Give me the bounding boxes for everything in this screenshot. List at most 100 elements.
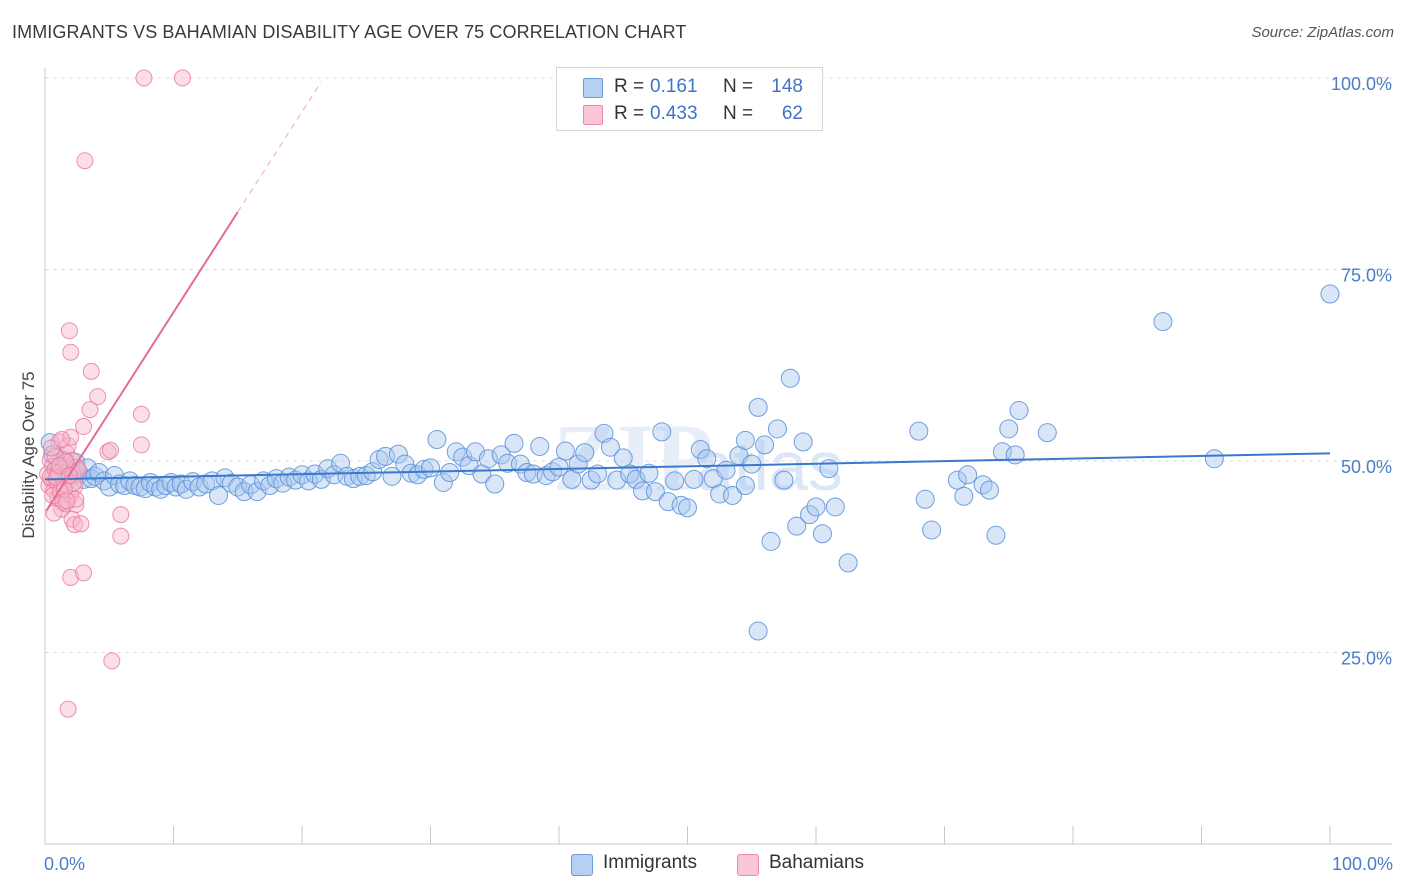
y-axis-label: Disability Age Over 75 — [19, 371, 38, 538]
bahamians-points — [39, 69, 191, 718]
immigrants-point — [613, 448, 633, 468]
bahamians-point — [72, 515, 90, 533]
bahamians-point — [60, 322, 78, 340]
bahamians-point — [99, 443, 117, 461]
immigrants-point — [735, 430, 755, 450]
bahamians-point — [102, 441, 120, 459]
grid-layer — [45, 77, 1392, 653]
immigrants-point — [735, 476, 755, 496]
immigrants-point — [658, 492, 678, 512]
bahamians-trend-extension — [237, 81, 322, 213]
source-label: Source: ZipAtlas.com — [1251, 24, 1394, 41]
immigrants-point — [716, 460, 736, 480]
immigrants-point — [247, 482, 267, 502]
immigrants-point — [530, 436, 550, 456]
immigrants-point — [761, 531, 781, 551]
immigrants-point — [1005, 445, 1025, 465]
immigrants-point — [909, 421, 929, 441]
immigrants-trend-line — [44, 452, 1331, 481]
immigrants-point — [812, 524, 832, 544]
bahamians-point — [62, 343, 80, 361]
trend-layer — [44, 81, 1331, 512]
bahamians-point — [132, 405, 150, 423]
bahamians-point — [53, 431, 71, 449]
bahamians-point — [76, 152, 94, 170]
immigrants-point — [40, 433, 60, 453]
bahamians-point — [112, 527, 130, 545]
immigrants-point — [311, 469, 331, 489]
immigrants-point — [421, 458, 440, 478]
immigrants-point — [780, 368, 800, 388]
x-tick-label: 0.0% — [44, 854, 85, 874]
tick-layer: 25.0% 50.0% 75.0% 100.0% 0.0% 100.0% — [44, 74, 1393, 874]
immigrants-point — [684, 469, 704, 489]
bahamians-point — [46, 447, 64, 465]
x-tick-label: 100.0% — [1332, 854, 1393, 874]
bahamians-point — [82, 362, 100, 380]
immigrants-point — [838, 553, 858, 573]
immigrants-point — [517, 462, 537, 482]
immigrants-point — [446, 442, 466, 462]
immigrants-point — [825, 497, 845, 517]
y-tick-label: 25.0% — [1341, 649, 1392, 669]
immigrants-point — [755, 435, 775, 455]
chart-title: IMMIGRANTS VS BAHAMIAN DISABILITY AGE OV… — [12, 22, 687, 42]
immigrants-point — [947, 470, 967, 490]
legend-r-label: R = — [614, 103, 645, 124]
immigrants-point — [440, 462, 460, 482]
legend-r-value: 0.161 — [650, 76, 698, 97]
immigrants-point — [85, 466, 105, 486]
zipatlas-watermark: ZIP atlas — [553, 404, 843, 511]
bahamians-point — [59, 700, 77, 718]
immigrants-point — [999, 419, 1019, 439]
bahamians-trend-line — [45, 211, 239, 512]
immigrants-point — [607, 470, 627, 490]
immigrants-point — [652, 422, 672, 442]
legend-n-value: 148 — [771, 76, 803, 97]
immigrants-point — [504, 433, 524, 453]
bahamians-point — [103, 652, 121, 670]
immigrants-point — [973, 475, 993, 495]
immigrants-point — [1153, 312, 1173, 332]
immigrants-point — [626, 469, 646, 489]
bahamians-legend-label: Bahamians — [769, 852, 865, 873]
immigrants-point — [600, 437, 620, 457]
bahamians-point — [173, 69, 191, 87]
immigrants-point — [986, 525, 1006, 545]
bahamians-point — [75, 418, 93, 436]
bahamians-point — [45, 504, 63, 522]
immigrants-point — [427, 430, 447, 450]
immigrants-point — [748, 621, 768, 641]
legend-n-label: N = — [723, 76, 754, 97]
bahamians-point — [50, 457, 68, 475]
immigrants-point — [549, 457, 569, 477]
bahamians-swatch — [583, 105, 603, 125]
immigrants-point — [401, 463, 421, 483]
immigrants-point — [819, 459, 839, 479]
immigrants-point — [774, 470, 794, 490]
immigrants-point — [958, 465, 978, 485]
bahamians-point — [67, 490, 85, 508]
y-tick-label: 100.0% — [1331, 74, 1392, 94]
immigrants-point — [697, 449, 717, 469]
immigrants-point — [767, 419, 787, 439]
immigrants-point — [665, 471, 685, 491]
immigrants-point — [588, 464, 608, 484]
immigrants-point — [555, 441, 575, 461]
immigrants-point — [151, 479, 171, 499]
bahamians-point — [58, 492, 76, 510]
legend-n-value: 62 — [781, 103, 803, 124]
axis-layer — [44, 68, 1392, 845]
immigrants-legend-swatch — [571, 854, 593, 876]
immigrants-point — [678, 498, 697, 518]
bahamians-legend-swatch — [737, 854, 759, 876]
immigrants-point — [806, 497, 826, 517]
immigrants-point — [433, 472, 453, 492]
immigrants-point — [478, 449, 498, 469]
immigrants-point — [135, 479, 155, 499]
immigrants-point — [485, 474, 505, 494]
immigrants-point — [575, 443, 595, 463]
immigrants-point — [787, 516, 807, 536]
immigrants-point — [215, 468, 235, 488]
